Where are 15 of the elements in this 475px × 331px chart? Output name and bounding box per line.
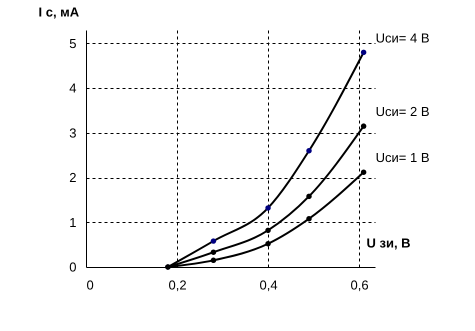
x-tick-label: 0,2 <box>168 278 187 292</box>
series-label: Uси= 1 В <box>376 150 430 166</box>
series-label: Uси= 2 В <box>376 104 430 120</box>
y-tick-label: 0 <box>69 260 76 274</box>
y-tick-label: 1 <box>69 214 76 230</box>
x-tick-label: 0,6 <box>350 278 369 292</box>
y-axis-title: I с, мА <box>38 4 80 20</box>
y-tick-label: 5 <box>69 36 76 51</box>
y-tick-label: 3 <box>69 125 76 140</box>
x-tick-label: 0 <box>86 278 94 292</box>
x-axis-title: U зи, В <box>366 236 411 250</box>
y-tick-label: 4 <box>69 80 76 96</box>
series-label: Uси= 4 В <box>376 30 430 46</box>
y-tick-label: 2 <box>69 170 76 186</box>
x-tick-label: 0,4 <box>260 278 278 292</box>
